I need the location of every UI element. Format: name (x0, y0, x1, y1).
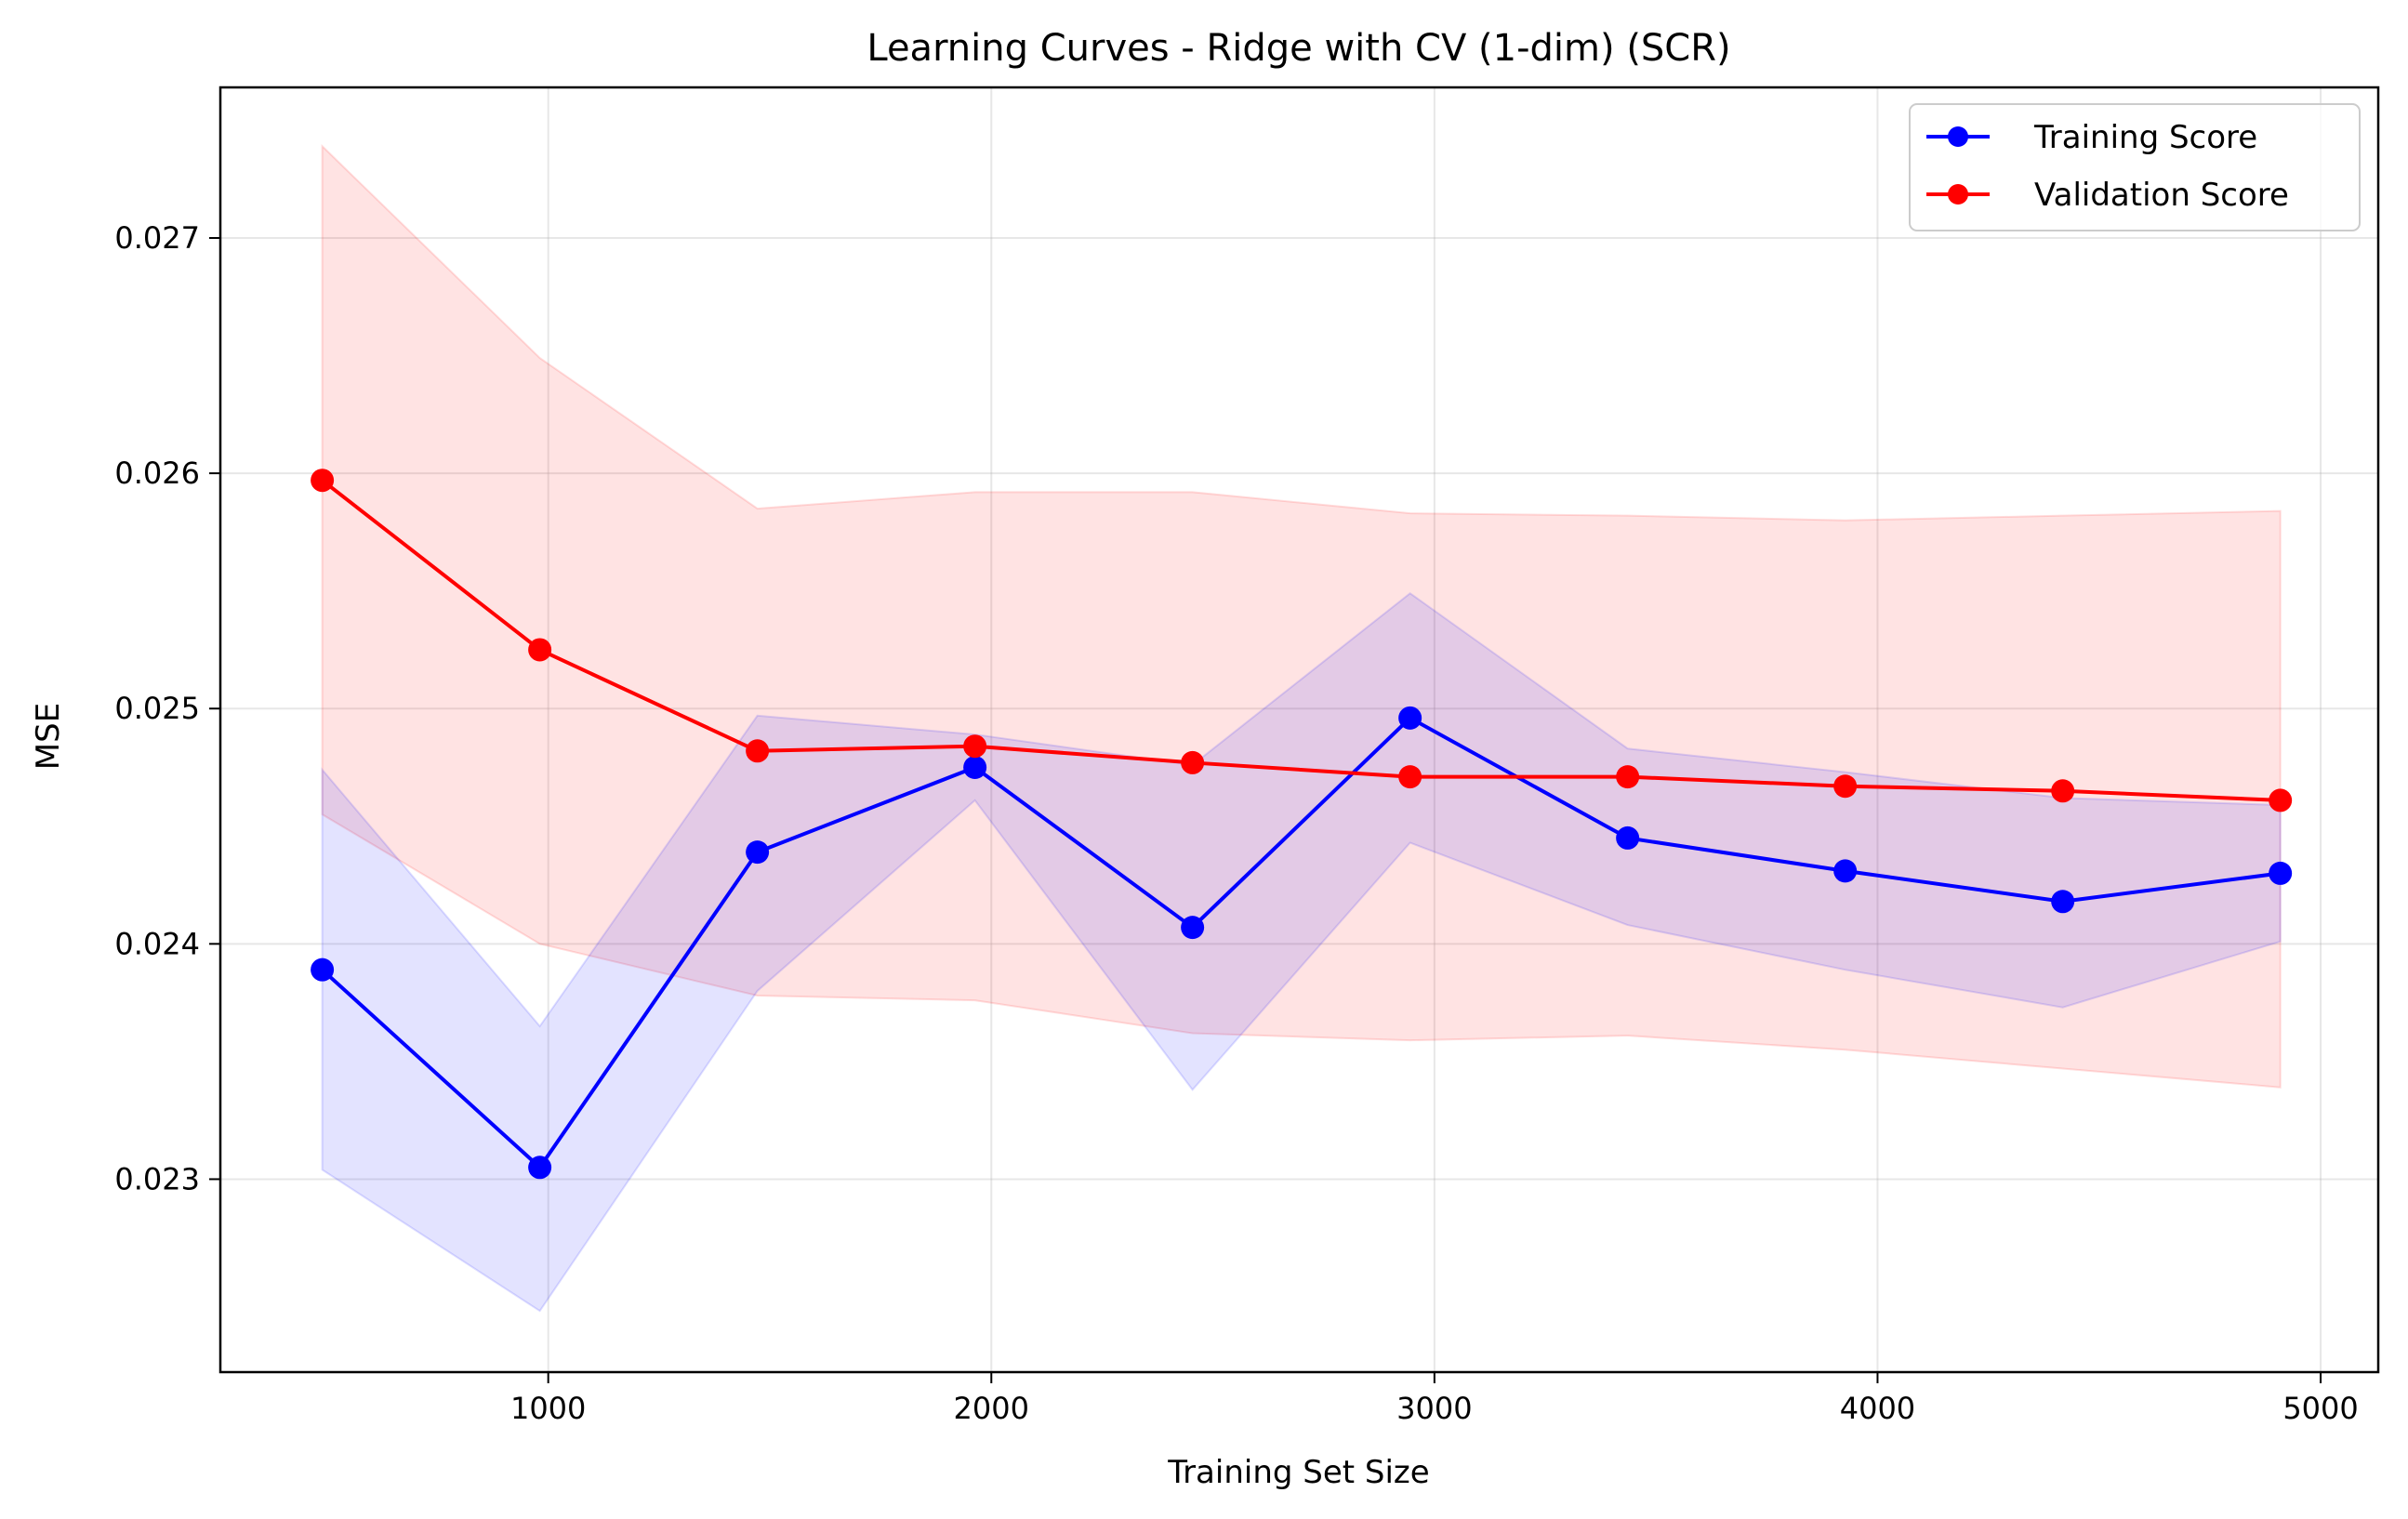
x-axis-label: Training Set Size (1167, 1454, 1429, 1491)
y-tick-label: 0.025 (114, 691, 200, 726)
confidence-bands (321, 143, 2282, 1313)
plot-frame (218, 86, 2380, 1374)
legend-box (1909, 103, 2361, 231)
series-markers (311, 469, 2293, 1180)
training-score-line (321, 716, 2281, 1169)
training-score-point (2051, 890, 2075, 914)
validation-score-point (2269, 788, 2293, 812)
validation-score-point (1398, 765, 1422, 789)
training-score-point (311, 958, 335, 982)
legend-label-validation: Validation Score (2034, 177, 2289, 214)
validation-confidence-band (321, 143, 2282, 1089)
validation-score-point (746, 739, 770, 763)
chart-title: Learning Curves - Ridge with CV (1-dim) … (867, 27, 1730, 70)
y-tick-label: 0.027 (114, 220, 200, 256)
x-tick-label: 1000 (510, 1391, 586, 1426)
training-score-point (528, 1156, 552, 1180)
series-lines (321, 479, 2281, 1169)
training-score-point (2269, 861, 2293, 885)
training-confidence-band (321, 591, 2282, 1313)
y-tick-label: 0.023 (114, 1161, 200, 1196)
training-score-point (1616, 826, 1640, 850)
x-tick-label: 5000 (2282, 1391, 2358, 1426)
y-tick-label: 0.024 (114, 926, 200, 961)
validation-score-point (963, 734, 987, 759)
training-score-point (1398, 706, 1422, 730)
x-tick-label: 2000 (954, 1391, 1029, 1426)
validation-score-point (1181, 750, 1205, 774)
training-score-point (746, 840, 770, 865)
validation-score-point (1616, 765, 1640, 789)
training-score-point (1181, 916, 1205, 940)
legend-label-training: Training Score (2033, 119, 2257, 156)
x-tick-label: 3000 (1396, 1391, 1472, 1426)
legend-marker-training (1948, 126, 1968, 147)
validation-score-point (1833, 774, 1858, 799)
legend: Training Score Validation Score (1909, 103, 2361, 231)
axis-ticks: 1000 2000 3000 4000 5000 0.023 0.024 0.025 0.026… (114, 220, 2358, 1426)
validation-score-point (311, 469, 335, 493)
validation-score-line (321, 479, 2281, 802)
y-tick-label: 0.026 (114, 456, 200, 491)
legend-marker-validation (1948, 184, 1968, 205)
training-score-point (1833, 859, 1858, 883)
training-score-point (963, 755, 987, 779)
validation-score-point (528, 638, 552, 662)
validation-score-point (2051, 779, 2075, 803)
y-axis-label: MSE (30, 703, 67, 770)
x-tick-label: 4000 (1840, 1391, 1915, 1426)
